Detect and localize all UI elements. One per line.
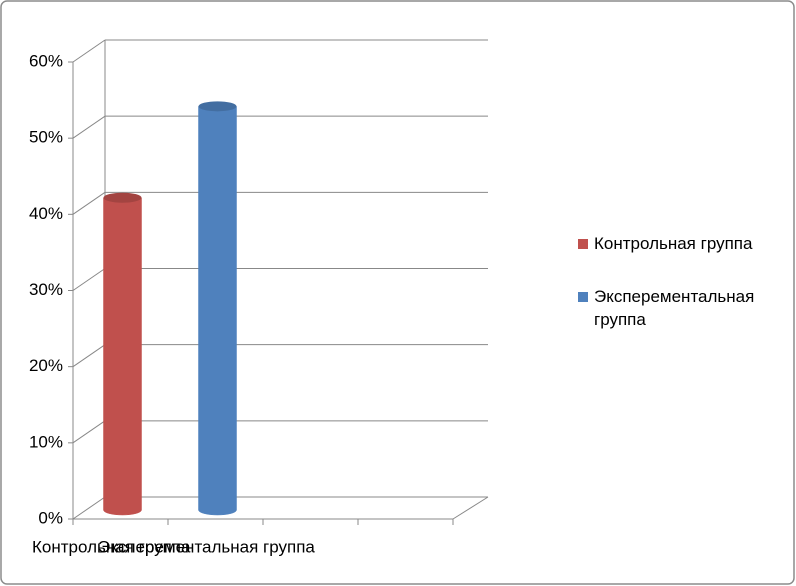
bar-top	[198, 101, 237, 112]
floor-right	[452, 496, 489, 520]
y-tick-label: 0%	[38, 508, 63, 527]
legend-label: Эксперементальная группа	[594, 287, 755, 329]
grid-line-side	[72, 115, 106, 139]
x-tick-label: Эксперементальная группа	[98, 537, 315, 556]
y-tick-label: 30%	[29, 280, 63, 299]
legend-item: Эксперементальная группа	[578, 285, 778, 331]
bar	[198, 106, 237, 516]
legend-swatch	[578, 239, 588, 249]
grid-line-side	[72, 268, 106, 291]
legend-label: Контрольная группа	[594, 234, 753, 253]
grid-line-side	[72, 420, 106, 444]
legend-swatch	[578, 292, 588, 302]
grid-line-side	[72, 496, 106, 520]
y-tick-label: 10%	[29, 432, 63, 451]
legend-item: Контрольная группа	[578, 232, 778, 255]
y-tick-label: 20%	[29, 356, 63, 375]
y-tick-label: 50%	[29, 128, 63, 147]
legend: Контрольная группа Эксперементальная груп…	[578, 232, 778, 361]
bar-top	[103, 192, 142, 203]
grid-line-side	[72, 344, 106, 368]
x-tick-label: Контрольная группа	[32, 537, 191, 556]
grid-line-side	[72, 39, 106, 63]
grid-line-side	[72, 191, 106, 215]
y-tick-label: 40%	[29, 204, 63, 223]
y-tick-label: 60%	[29, 51, 63, 70]
bar	[103, 197, 142, 516]
